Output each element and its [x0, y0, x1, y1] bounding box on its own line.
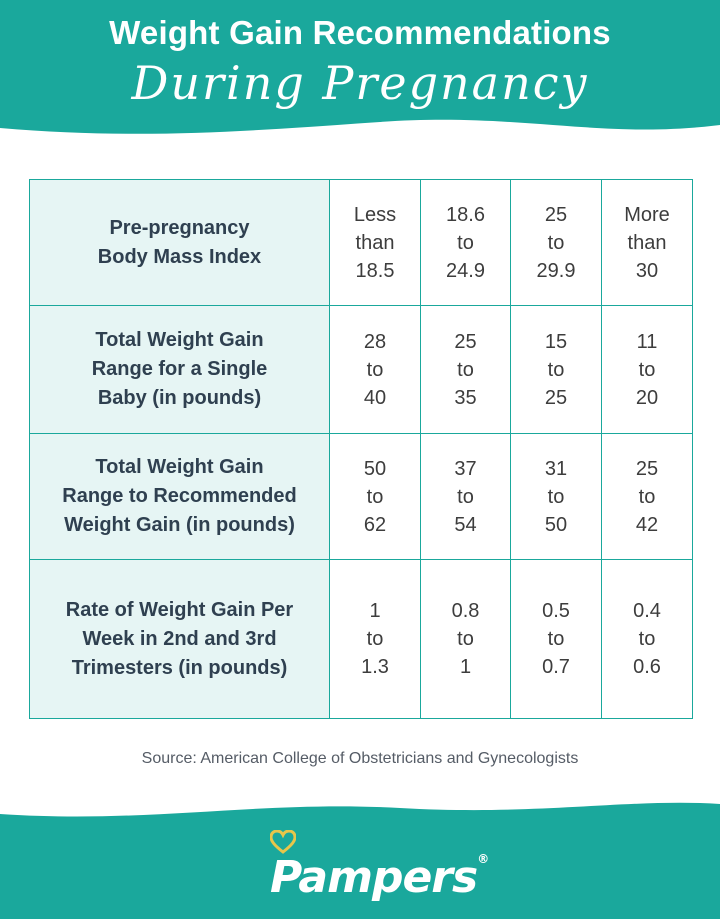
table-cell: 37 to 54	[420, 433, 511, 560]
registered-mark: ®	[477, 852, 489, 866]
cell-value-line: than	[355, 231, 395, 254]
row-label-line: Week in 2nd and 3rd	[82, 627, 277, 650]
cell-value-line: to	[366, 358, 384, 381]
cell-value-line: 0.4	[633, 600, 661, 622]
cell-value-line: than	[627, 231, 667, 254]
cell-value-line: 15	[544, 330, 568, 353]
table-cell: 0.5 to 0.7	[510, 559, 602, 719]
table-row: Total Weight Gain Range to Recommended Wei…	[29, 433, 693, 560]
row-label-line: Trimesters (in pounds)	[71, 656, 288, 679]
cell-value-line: to	[457, 485, 474, 508]
row-label-line: Baby (in pounds)	[97, 387, 262, 409]
cell-value-line: 25	[544, 386, 568, 409]
row-label: Total Weight Gain Range for a Single Baby …	[29, 305, 330, 434]
cell-value-line: 42	[635, 513, 659, 536]
row-label-line: Pre-pregnancy	[109, 216, 250, 239]
cell-value-line: 29.9	[536, 259, 576, 282]
table-cell: 0.4 to 0.6	[601, 559, 693, 719]
cell-value-line: 1.3	[361, 656, 389, 678]
row-label-line: Total Weight Gain	[95, 329, 264, 351]
cell-value-line: 50	[363, 457, 387, 480]
row-label: Pre-pregnancy Body Mass Index	[29, 179, 330, 306]
cell-value-line: More	[624, 203, 670, 226]
cell-value-line: Less	[353, 203, 397, 226]
cell-value-line: 25	[635, 457, 659, 480]
row-label-line: Range for a Single	[91, 358, 268, 380]
table-cell: 31 to 50	[510, 433, 602, 560]
cell-value-line: to	[457, 231, 474, 254]
weight-gain-table: Pre-pregnancy Body Mass Index Less than 18.5…	[29, 179, 693, 719]
row-label-line: Range to Recommended	[62, 485, 297, 507]
table-cell: Less than 18.5	[329, 179, 421, 306]
table-cell: 1 to 1.3	[329, 559, 421, 719]
table-cell: 50 to 62	[329, 433, 421, 560]
cell-value-line: to	[547, 628, 565, 650]
cell-value-line: 11	[636, 330, 658, 353]
cell-value-line: 0.5	[542, 600, 570, 622]
table-row: Rate of Weight Gain Per Week in 2nd and 3…	[29, 559, 693, 719]
table-cell: More than 30	[601, 179, 693, 306]
row-label-line: Total Weight Gain	[95, 456, 264, 478]
row-label: Total Weight Gain Range to Recommended Wei…	[29, 433, 330, 560]
cell-value-line: 25	[454, 330, 477, 353]
cell-value-line: 0.6	[633, 656, 661, 678]
cell-value-line: 24.9	[446, 259, 485, 282]
source-note: Source: American College of Obstetrician…	[141, 750, 579, 767]
cell-value-line: to	[547, 358, 565, 381]
table-cell: 11 to 20	[601, 305, 693, 434]
brand-name: Pampers	[270, 852, 478, 903]
table-cell: 25 to 29.9	[510, 179, 602, 306]
cell-value-line: 62	[363, 513, 387, 536]
cell-value-line: 50	[544, 513, 568, 536]
header-wave	[0, 0, 720, 134]
cell-value-line: 1	[459, 656, 472, 678]
cell-value-line: 31	[544, 457, 568, 480]
cell-value-line: to	[366, 485, 384, 508]
footer-wave	[0, 802, 720, 919]
table-cell: 25 to 35	[420, 305, 511, 434]
table-cell: 0.8 to 1	[420, 559, 511, 719]
row-label-line: Body Mass Index	[97, 245, 262, 268]
cell-value-line: to	[366, 628, 384, 650]
cell-value-line: 18.5	[355, 259, 395, 282]
table-cell: 18.6 to 24.9	[420, 179, 511, 306]
cell-value-line: to	[457, 628, 474, 650]
cell-value-line: 25	[544, 203, 568, 226]
row-label: Rate of Weight Gain Per Week in 2nd and 3…	[29, 559, 330, 719]
cell-value-line: 1	[369, 600, 381, 622]
table-cell: 28 to 40	[329, 305, 421, 434]
footer-banner: Pampers®	[0, 790, 720, 919]
cell-value-line: 35	[454, 386, 477, 409]
page-subtitle: During Pregnancy	[131, 56, 589, 110]
cell-value-line: 40	[363, 386, 387, 409]
page-title: Weight Gain Recommendations	[109, 14, 611, 51]
pampers-logo: Pampers®	[270, 830, 489, 910]
table-cell: 15 to 25	[510, 305, 602, 434]
cell-value-line: 0.7	[542, 656, 570, 678]
cell-value-line: 28	[363, 330, 387, 353]
heart-icon	[270, 830, 296, 854]
cell-value-line: to	[547, 231, 565, 254]
cell-value-line: 20	[635, 386, 659, 409]
cell-value-line: to	[638, 358, 656, 381]
cell-value-line: 0.8	[451, 600, 480, 622]
header-banner: Weight Gain Recommendations During Pregn…	[0, 0, 720, 150]
cell-value-line: 30	[635, 259, 659, 282]
cell-value-line: 54	[454, 513, 477, 536]
row-label-line: Rate of Weight Gain Per	[65, 598, 294, 621]
cell-value-line: 18.6	[446, 203, 485, 226]
cell-value-line: to	[547, 485, 565, 508]
row-label-line: Weight Gain (in pounds)	[64, 514, 295, 536]
table-row: Pre-pregnancy Body Mass Index Less than 18.5…	[29, 179, 693, 306]
cell-value-line: to	[638, 485, 656, 508]
table-cell: 25 to 42	[601, 433, 693, 560]
cell-value-line: to	[638, 628, 656, 650]
table-row: Total Weight Gain Range for a Single Baby …	[29, 305, 693, 434]
cell-value-line: 37	[454, 457, 477, 480]
cell-value-line: to	[457, 358, 474, 381]
